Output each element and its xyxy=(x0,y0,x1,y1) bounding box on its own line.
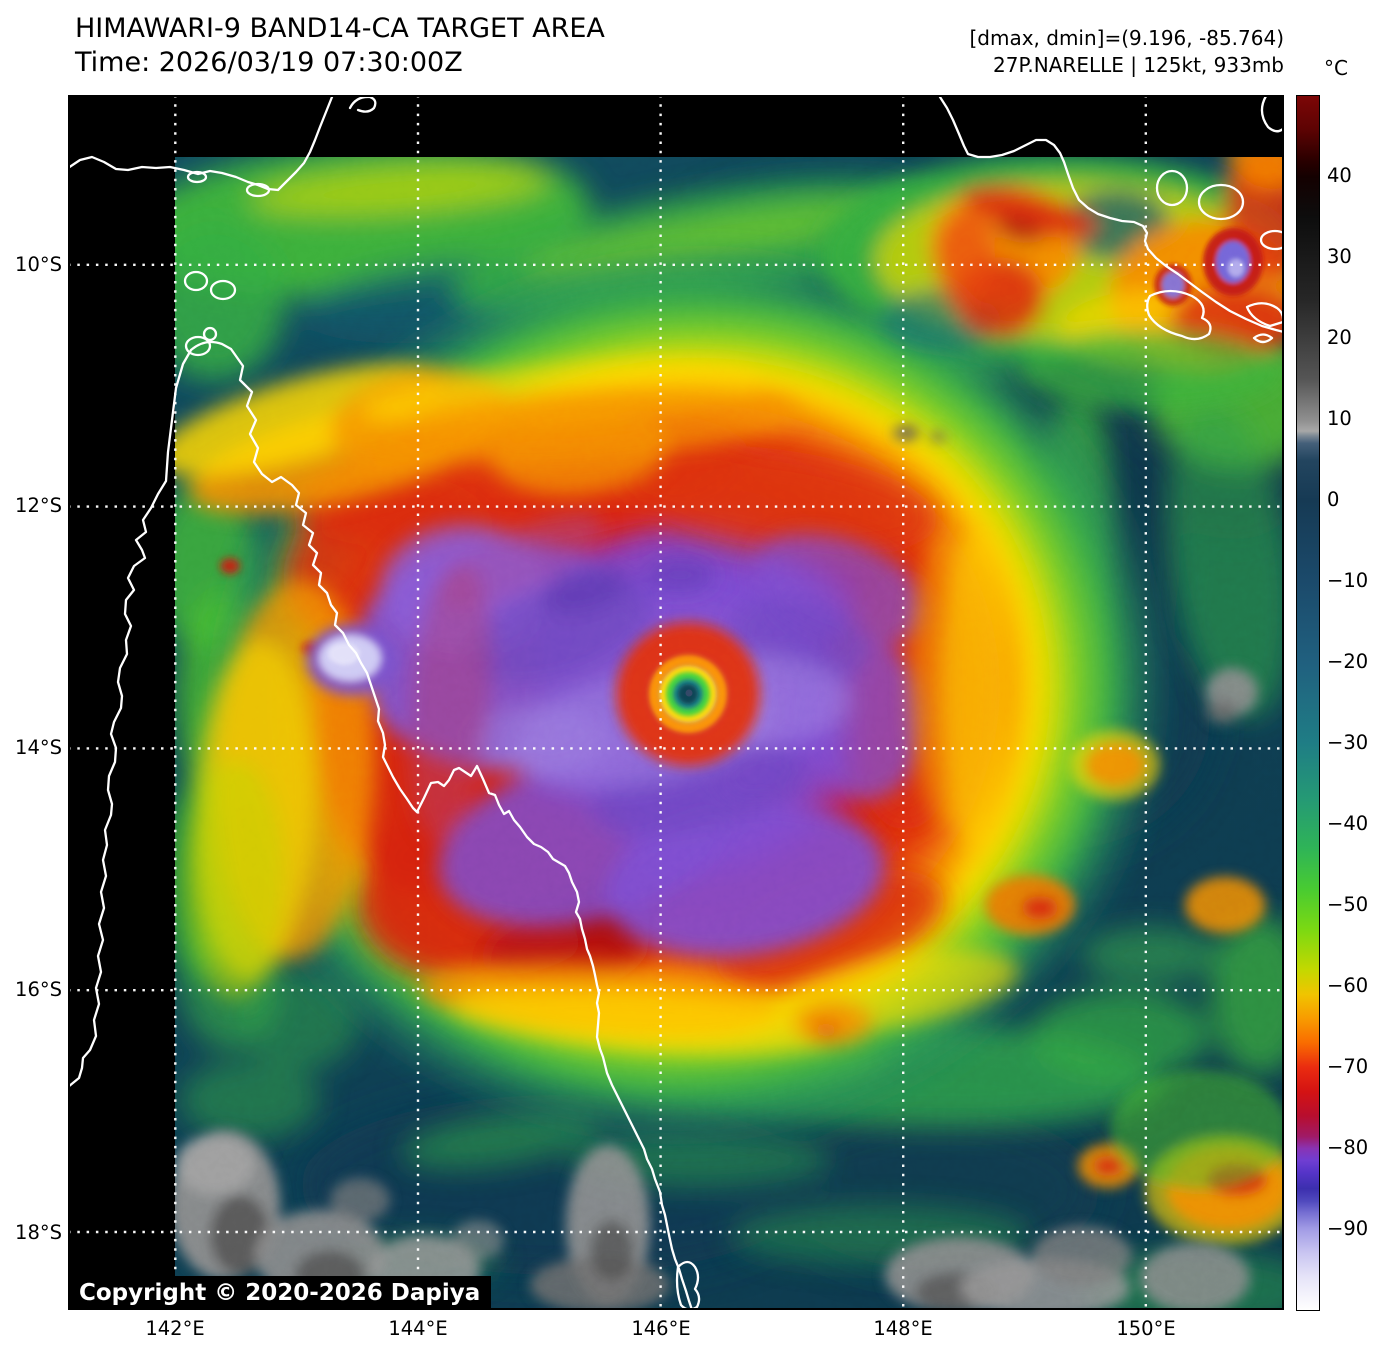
colorbar-tick: −30 xyxy=(1327,731,1369,754)
y-axis-tick: 10°S xyxy=(15,253,62,276)
colorbar-tick: −40 xyxy=(1327,812,1369,835)
colorbar-tick: 20 xyxy=(1327,326,1352,349)
colorbar-tick: −20 xyxy=(1327,650,1369,673)
satellite-map xyxy=(68,95,1284,1310)
colorbar-tick: −50 xyxy=(1327,893,1369,916)
x-axis-tick: 146°E xyxy=(631,1317,691,1340)
coastline-png-east xyxy=(938,95,1284,334)
coastlines xyxy=(68,95,1284,1310)
x-axis-tick: 150°E xyxy=(1116,1317,1176,1340)
colorbar-tick: −60 xyxy=(1327,974,1369,997)
storm-readout: 27P.NARELLE | 125kt, 933mb xyxy=(993,53,1284,77)
colorbar-tick: 0 xyxy=(1327,488,1340,511)
coastline-top-right-hook xyxy=(1260,95,1284,133)
colorbar-tick: −70 xyxy=(1327,1055,1369,1078)
x-axis-tick: 148°E xyxy=(873,1317,933,1340)
dmax-dmin-readout: [dmax, dmin]=(9.196, -85.764) xyxy=(969,26,1284,50)
x-axis-tick: 142°E xyxy=(145,1317,205,1340)
y-axis-tick: 12°S xyxy=(15,494,62,517)
coastline-png-south-islands xyxy=(1146,289,1212,341)
colorbar-tick: 40 xyxy=(1327,164,1352,187)
title-block: HIMAWARI-9 BAND14-CA TARGET AREA Time: 2… xyxy=(75,12,605,80)
coastline-australia xyxy=(68,340,694,1310)
colorbar-unit-label: °C xyxy=(1324,56,1348,80)
colorbar-tick: 10 xyxy=(1327,407,1352,430)
coastline-png-west xyxy=(68,95,334,192)
colorbar xyxy=(1296,95,1320,1311)
header-right: [dmax, dmin]=(9.196, -85.764) 27P.NARELL… xyxy=(969,25,1284,79)
page-title: HIMAWARI-9 BAND14-CA TARGET AREA xyxy=(75,13,605,44)
y-axis-tick: 14°S xyxy=(15,736,62,759)
coastline-png-island-hook xyxy=(348,95,377,113)
ir-imagery-layer xyxy=(175,157,1284,1310)
y-axis-tick: 18°S xyxy=(15,1221,62,1244)
time-subtitle: Time: 2026/03/19 07:30:00Z xyxy=(75,47,463,78)
colorbar-tick: −10 xyxy=(1327,569,1369,592)
colorbar-tick: −80 xyxy=(1327,1136,1369,1159)
coastline-bay-loop xyxy=(675,1260,701,1310)
colorbar-tick: 30 xyxy=(1327,245,1352,268)
colorbar-tick: −90 xyxy=(1327,1217,1369,1240)
plot-frame xyxy=(68,95,1284,1310)
copyright-badge: Copyright © 2020-2026 Dapiya xyxy=(68,1276,492,1310)
y-axis-tick: 16°S xyxy=(15,978,62,1001)
x-axis-tick: 144°E xyxy=(388,1317,448,1340)
